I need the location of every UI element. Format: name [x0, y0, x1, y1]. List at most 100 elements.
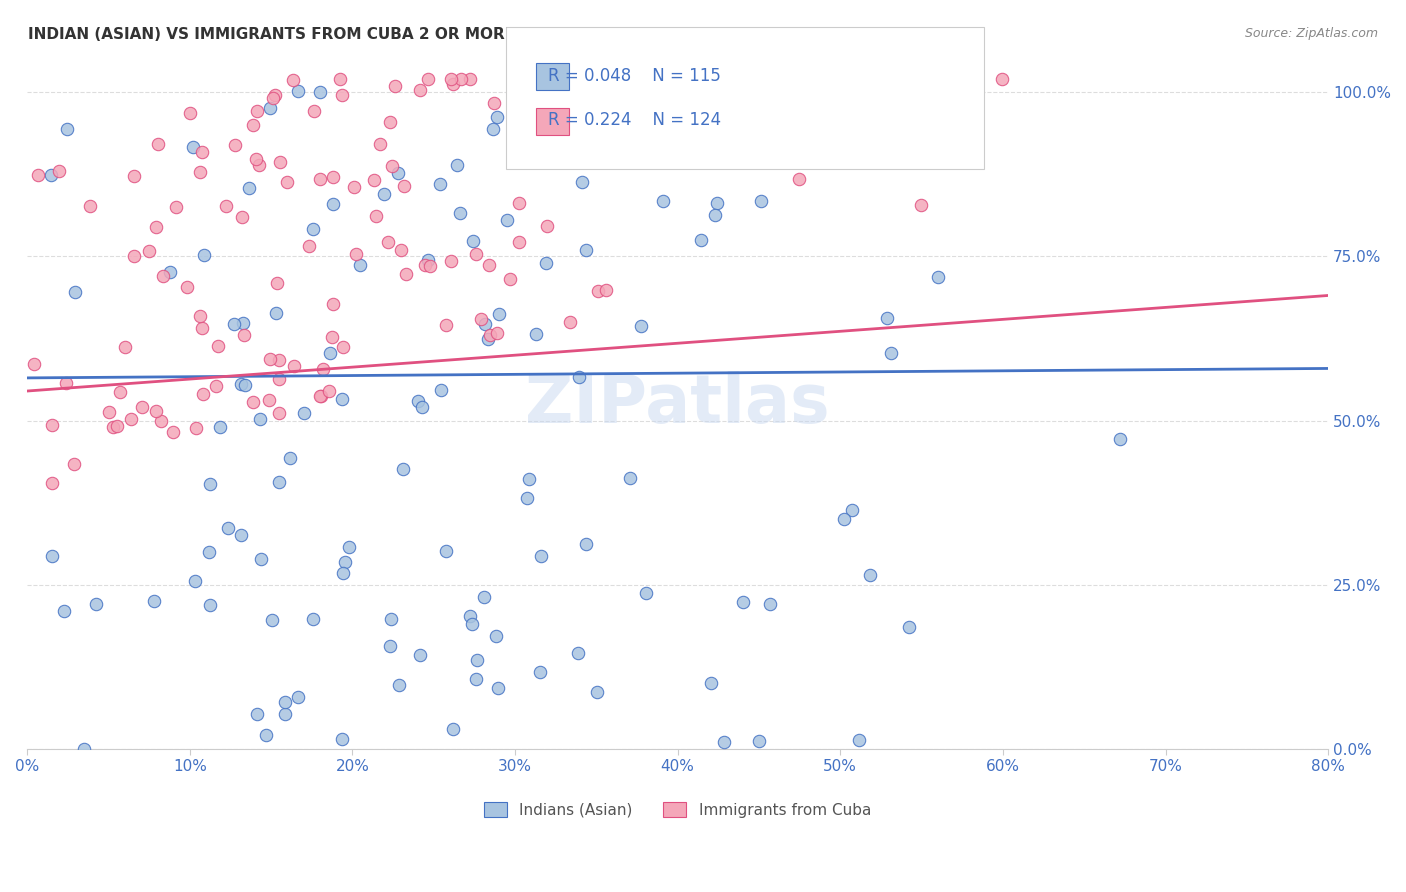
Point: [330, 88, 353, 103]
Point: [246, 706, 269, 721]
Point: [162, 425, 184, 440]
Point: [429, 178, 451, 192]
Point: [122, 169, 145, 183]
Point: [138, 244, 160, 258]
Point: [259, 352, 281, 367]
Point: [508, 235, 530, 249]
Point: [408, 648, 430, 663]
Point: [231, 210, 253, 224]
Point: [508, 195, 530, 210]
Point: [482, 96, 505, 111]
Point: [586, 284, 609, 298]
Point: [309, 85, 332, 99]
Point: [267, 372, 290, 386]
Point: [190, 145, 212, 159]
Point: [322, 196, 344, 211]
Point: [205, 378, 228, 392]
Point: [524, 327, 547, 342]
Point: [257, 392, 280, 407]
Point: [474, 317, 496, 331]
Point: [761, 72, 783, 87]
Point: [482, 122, 505, 136]
Point: [22, 357, 45, 371]
Point: [309, 171, 332, 186]
Point: [690, 233, 713, 247]
Point: [699, 676, 721, 690]
Point: [267, 475, 290, 489]
Point: [640, 72, 662, 87]
Point: [337, 540, 360, 554]
Point: [260, 613, 283, 627]
Point: [835, 72, 858, 87]
Point: [550, 148, 572, 162]
Point: [287, 690, 309, 704]
Point: [292, 406, 315, 420]
Point: [859, 567, 882, 582]
Text: R = 0.224    N = 124: R = 0.224 N = 124: [548, 112, 721, 129]
Point: [868, 72, 890, 87]
Point: [312, 362, 335, 376]
Point: [349, 259, 371, 273]
Point: [731, 134, 754, 148]
Point: [179, 105, 201, 120]
Point: [411, 400, 433, 414]
Point: [458, 608, 481, 623]
Point: [321, 329, 343, 343]
Point: [748, 733, 770, 747]
Point: [546, 93, 568, 107]
Point: [208, 420, 231, 434]
Point: [575, 243, 598, 257]
Point: [343, 179, 366, 194]
Point: [787, 171, 810, 186]
Point: [335, 555, 357, 569]
Point: [165, 200, 187, 214]
Point: [486, 681, 509, 695]
Point: [416, 252, 439, 267]
Point: [97, 404, 120, 418]
Point: [387, 166, 409, 180]
Point: [704, 208, 727, 222]
Point: [259, 101, 281, 115]
Point: [207, 338, 229, 352]
Point: [159, 265, 181, 279]
Point: [567, 646, 589, 660]
Point: [463, 234, 485, 248]
Point: [536, 219, 558, 233]
Point: [461, 616, 484, 631]
Point: [247, 158, 270, 172]
Point: [124, 249, 146, 263]
Point: [571, 175, 593, 189]
Point: [841, 503, 863, 517]
Point: [301, 222, 323, 236]
Point: [441, 77, 464, 91]
Point: [713, 735, 735, 749]
Point: [281, 72, 304, 87]
Point: [380, 612, 402, 626]
Point: [364, 209, 387, 223]
Point: [413, 259, 436, 273]
Point: [246, 103, 269, 118]
Point: [232, 328, 254, 343]
Point: [529, 665, 551, 679]
Point: [332, 340, 354, 354]
Point: [508, 74, 530, 88]
Point: [575, 537, 598, 551]
Point: [832, 511, 855, 525]
Point: [927, 270, 949, 285]
Point: [499, 272, 522, 286]
Point: [55, 376, 77, 391]
Point: [478, 328, 501, 343]
Point: [231, 377, 253, 392]
Point: [302, 103, 325, 118]
Point: [120, 412, 142, 426]
Point: [434, 318, 457, 332]
Point: [145, 220, 167, 235]
Text: ZIPatlas: ZIPatlas: [526, 371, 830, 437]
Point: [105, 418, 128, 433]
Point: [287, 84, 309, 98]
Point: [368, 136, 391, 151]
Point: [640, 72, 662, 87]
Point: [149, 414, 172, 428]
Point: [477, 333, 499, 347]
Point: [446, 158, 468, 172]
